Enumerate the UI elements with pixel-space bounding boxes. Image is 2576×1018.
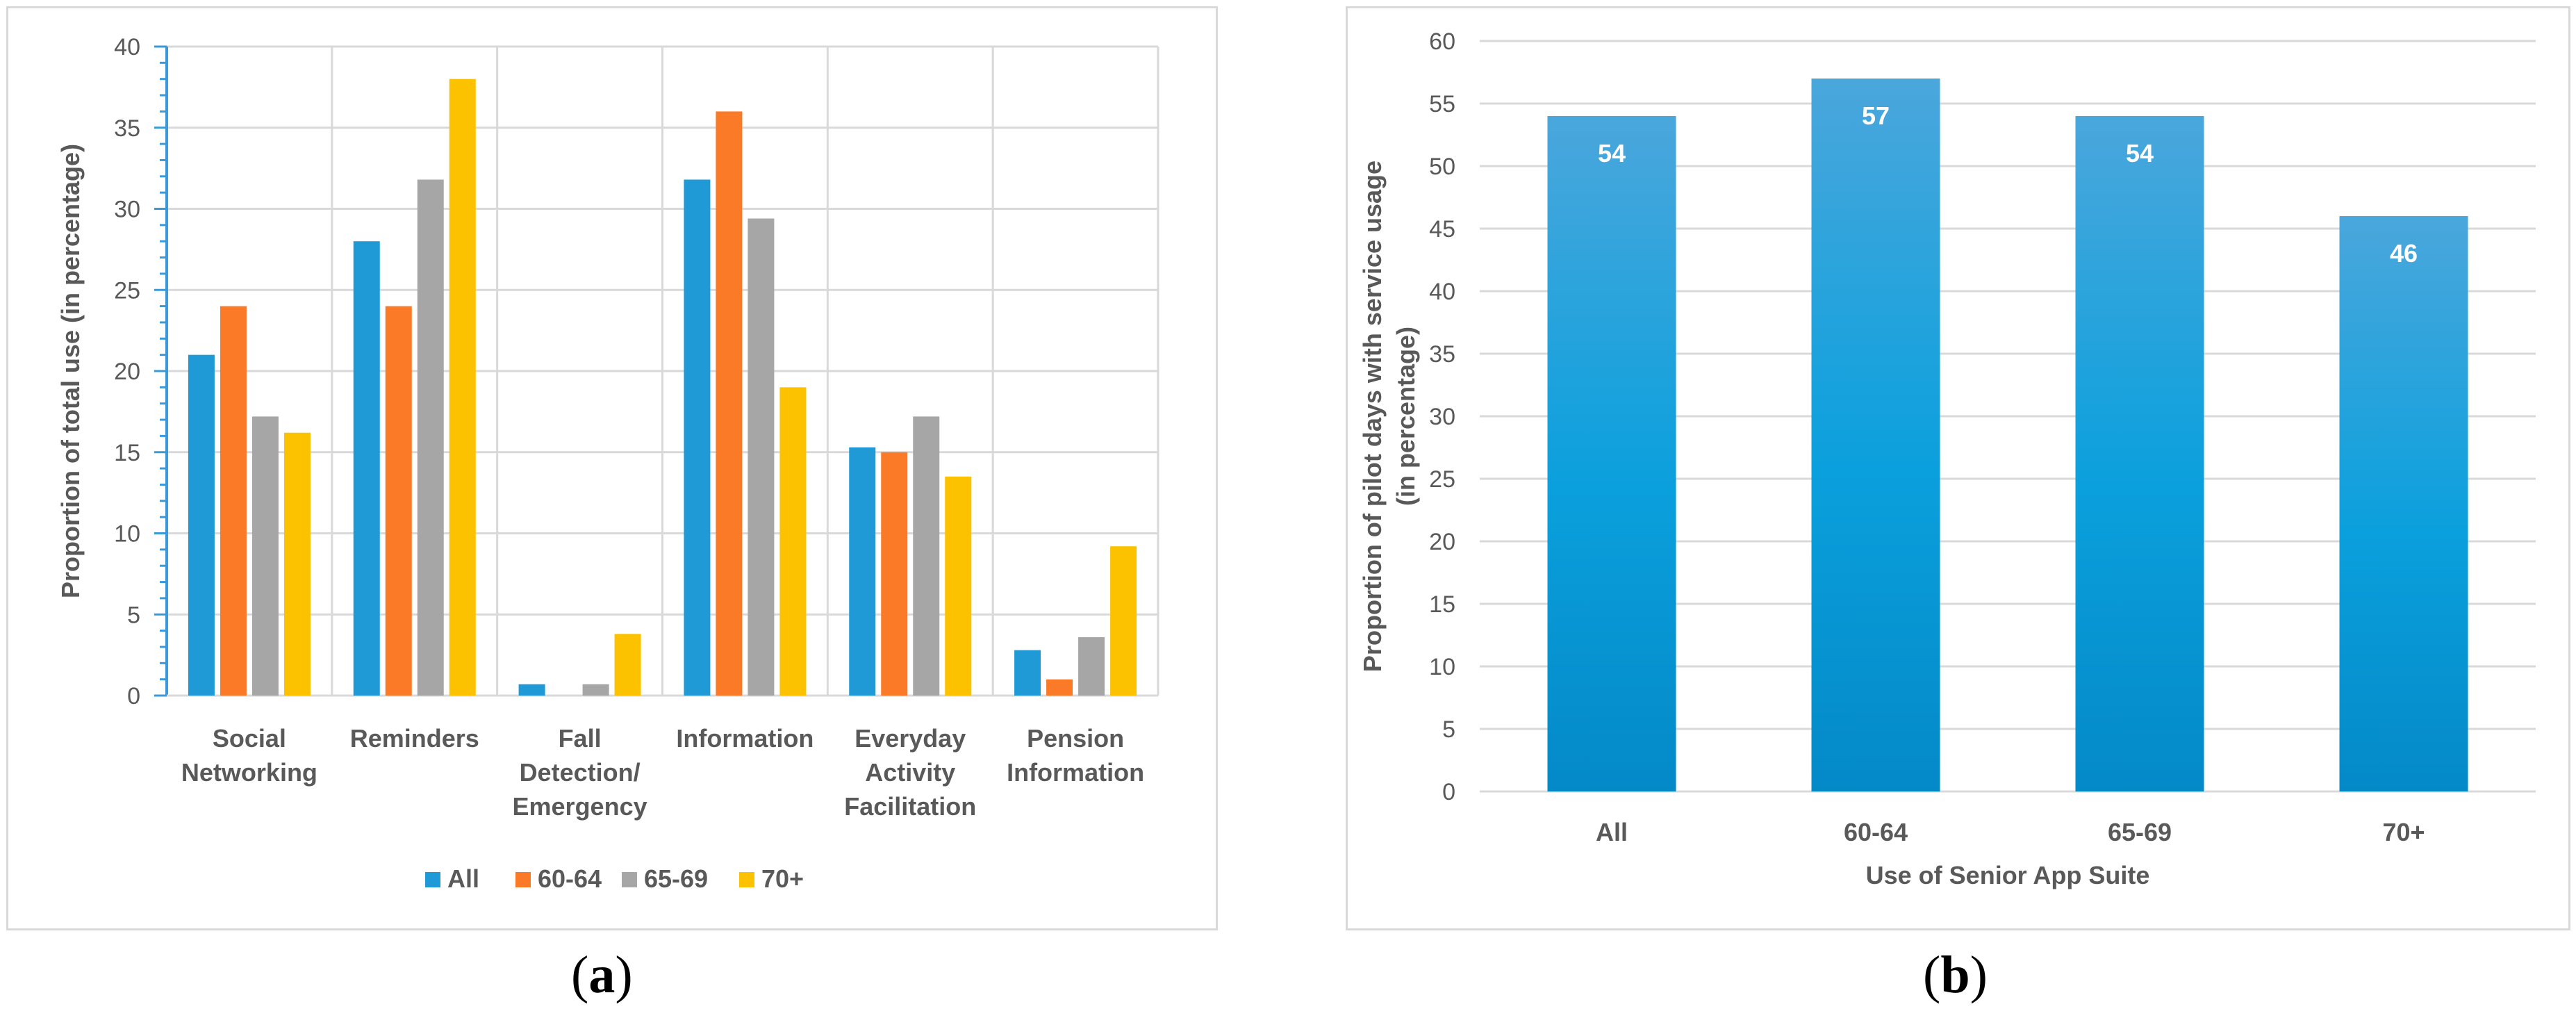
y-tick-label: 10 [114,521,140,548]
legend-label: 65-69 [644,864,708,893]
bar-70+ [1110,546,1137,696]
caption-b: (b) [1923,946,1988,1004]
chart-panel-a: 0 5 10 15 20 25 30 35 40 Social Networking Reminder… [6,6,1218,930]
y-tick-label: 25 [114,277,140,304]
x-category-label: 60-64 [1844,818,1908,846]
bar-All [188,354,215,696]
y-tick-label: 60 [1429,28,1455,55]
bar-70+ [779,387,807,696]
legend-swatch [622,872,637,887]
chart-panel-b: 0 5 10 15 20 25 30 35 40 45 50 55 60 54 All 57 60-64 54 65… [1346,6,2570,930]
bar-60-64 [220,306,247,696]
x-category-label: Pension [1027,724,1124,753]
y-tick-label: 40 [1429,279,1455,305]
x-category-label: Activity [865,758,955,787]
y-tick-label: 30 [1429,404,1455,430]
y-axis-title-line2: (in percentage) [1392,327,1420,506]
bar-All [1547,116,1676,791]
y-tick-label: 20 [114,359,140,385]
y-tick-label: 15 [114,440,140,466]
bar-60-64 [716,111,743,696]
x-category-label: Networking [181,758,317,787]
x-category-label: Reminders [350,724,479,753]
y-tick-label: 5 [127,602,140,628]
chart-b-svg: 0 5 10 15 20 25 30 35 40 45 50 55 60 54 All 57 60-64 54 65… [1358,28,2536,889]
y-tick-label: 20 [1429,529,1455,555]
legend-label: All [447,864,479,893]
data-label: 57 [1862,101,1890,130]
bar-60-64 [385,306,412,696]
legend-swatch [515,872,531,887]
y-tick-label: 30 [114,197,140,223]
bar-65-69 [417,179,444,696]
y-tick-label: 5 [1442,716,1455,743]
y-tick-label: 45 [1429,216,1455,243]
x-category-label: Social [213,724,286,753]
bar-70+ [614,634,641,696]
y-tick-label: 10 [1429,654,1455,680]
x-axis-title: Use of Senior App Suite [1866,861,2150,889]
y-tick-label: 35 [1429,341,1455,368]
y-tick-label: 40 [114,34,140,60]
bar-All [1014,650,1041,696]
data-label: 54 [2126,139,2154,167]
bar-65-69 [582,684,609,696]
data-label: 54 [1598,139,1626,167]
bar-70+ [945,476,972,696]
y-axis-title: Proportion of total use (in percentage) [56,144,85,598]
y-tick-label: 25 [1429,466,1455,493]
x-category-label: Emergency [513,792,647,821]
bar-60-64 [1811,79,1940,791]
x-category-label: Information [1007,758,1144,787]
x-category-label: Information [676,724,814,753]
bar-65-69 [748,218,775,696]
legend-swatch [739,872,754,887]
bar-65-69 [2075,116,2204,791]
y-tick-label: 50 [1429,154,1455,180]
bar-65-69 [1078,637,1105,696]
x-category-label: Facilitation [844,792,976,821]
x-category-label: All [1596,818,1628,846]
x-category-label: Fall [559,724,602,753]
chart-a-svg: 0 5 10 15 20 25 30 35 40 Social Networking Reminder… [56,34,1159,893]
bar-70+ [283,432,311,696]
bar-65-69 [251,416,279,696]
x-category-label: Everyday [854,724,966,753]
bar-70+ [449,79,476,696]
x-category-label: 70+ [2382,818,2425,846]
bar-All [849,447,876,696]
bar-70+ [2339,216,2468,791]
x-category-label: Detection/ [520,758,641,787]
bar-60-64 [1046,679,1073,696]
bar-All [518,684,545,696]
y-tick-label: 35 [114,115,140,142]
bar-All [684,179,711,696]
data-label: 46 [2390,239,2418,268]
x-category-label: 65-69 [2108,818,2172,846]
legend-label: 60-64 [538,864,602,893]
bar-All [353,241,380,696]
bar-65-69 [913,416,940,696]
caption-a: (a) [571,946,633,1004]
bar-60-64 [881,452,908,696]
y-tick-label: 0 [1442,779,1455,805]
legend-swatch [425,872,440,887]
y-tick-label: 55 [1429,91,1455,117]
legend-label: 70+ [761,864,804,893]
y-axis-title: Proportion of pilot days with service us… [1358,161,1387,672]
y-tick-label: 0 [127,683,140,709]
y-tick-label: 15 [1429,591,1455,618]
